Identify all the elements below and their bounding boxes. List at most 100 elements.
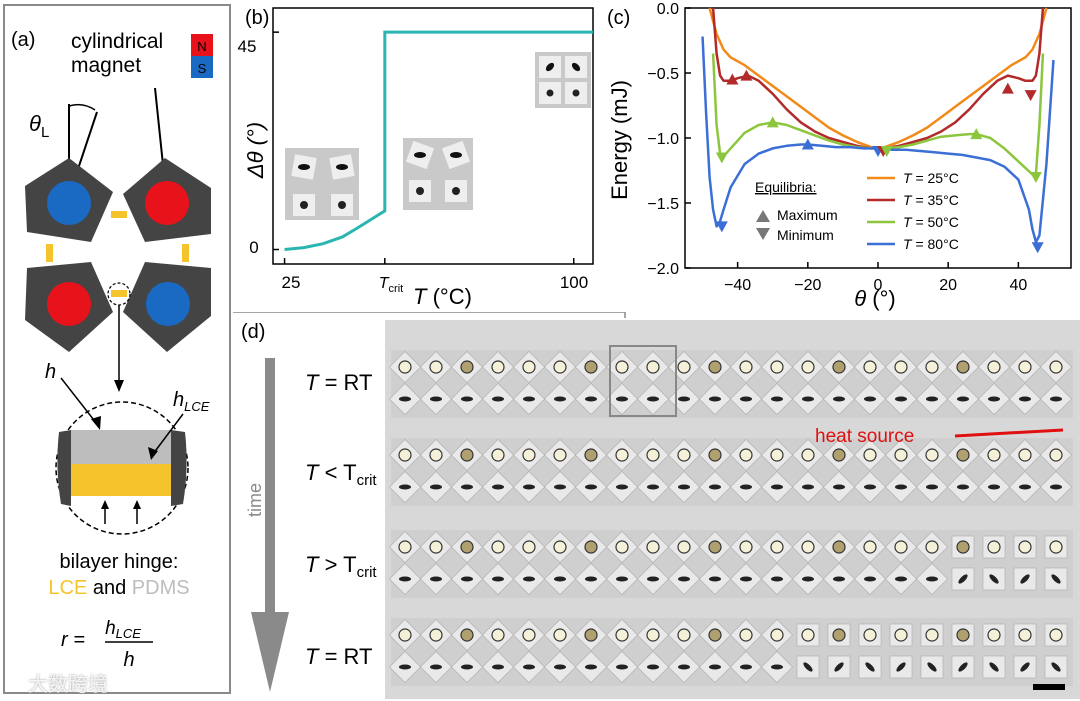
magnet-bottom — [647, 484, 659, 490]
ytick-0: 0 — [249, 238, 258, 257]
magnet-bottom — [740, 664, 752, 670]
ratio-lhs: r = — [61, 629, 85, 651]
magnet-top — [832, 360, 846, 374]
magnet-bottom — [864, 576, 876, 582]
magnet-top — [863, 628, 877, 642]
scale-bar — [1033, 684, 1065, 690]
photo-strips — [389, 350, 1073, 686]
magnet-bottom — [833, 576, 845, 582]
magnet-top — [832, 540, 846, 554]
magnet-top — [987, 628, 1001, 642]
south-pole-swatch — [191, 56, 213, 78]
hinge-bottom — [111, 290, 127, 297]
magnet-top — [429, 628, 443, 642]
magnet-top — [584, 540, 598, 554]
magnet-top — [894, 540, 908, 554]
panel-b-xlabel: T (°C) — [413, 284, 472, 309]
magnet-south-top-left — [47, 181, 91, 225]
magnet-bottom — [523, 484, 535, 490]
magnet-top — [553, 360, 567, 374]
maximum-marker-0 — [726, 73, 739, 85]
legend-max-text: Maximum — [777, 207, 838, 223]
minimum-marker-4 — [1031, 242, 1044, 254]
minimum-marker-3 — [715, 221, 728, 233]
magnet-top — [491, 360, 505, 374]
panel-c-ticks: −40 −20 0 20 40 0.0 −0.5 −1.0 −1.5 −2.0 — [647, 1, 1027, 294]
magnet-bottom — [1020, 662, 1030, 672]
magnet-bottom — [802, 576, 814, 582]
magnet-bottom — [1019, 484, 1031, 490]
magnet-top — [987, 448, 1001, 462]
magnet-top — [925, 448, 939, 462]
panel-b-ylabel: Δθ (°) — [243, 122, 268, 179]
ratio-numerator: hLCE — [105, 618, 141, 641]
panel-b-label: (b) — [245, 7, 269, 29]
hinge-right — [182, 244, 189, 262]
energy-curve-0 — [708, 7, 1048, 150]
legend-entry-0: T = 25°C — [903, 170, 959, 186]
magnet-bottom — [740, 484, 752, 490]
magnet-bottom — [802, 396, 814, 402]
magnet-bottom — [647, 396, 659, 402]
row-labels: T = RT T < Tcrit T > Tcrit T = RT — [305, 370, 377, 669]
c-ytick-label-1: −0.5 — [647, 66, 679, 83]
magnet-top — [1018, 628, 1032, 642]
magnet-bottom — [554, 576, 566, 582]
magnet-top — [677, 628, 691, 642]
magnet-bottom — [1050, 396, 1062, 402]
magnet-top — [739, 448, 753, 462]
force-arrow-right-head — [133, 500, 141, 509]
magnet-top — [708, 448, 722, 462]
panel-b: (b) 0 45 25 Tcrit 100 T (°C) Δθ (°) — [238, 7, 594, 309]
magnet-bottom — [957, 484, 969, 490]
minimum-marker-2 — [1029, 172, 1042, 183]
south-pole-label: S — [198, 61, 207, 76]
magnet-top — [770, 540, 784, 554]
panel-b-ticks — [273, 31, 575, 264]
magnet-bottom — [864, 484, 876, 490]
magnet-top — [1018, 360, 1032, 374]
magnet-top — [522, 628, 536, 642]
magnet-bottom — [492, 664, 504, 670]
magnet-top — [491, 448, 505, 462]
row-label-2: T > Tcrit — [305, 552, 377, 581]
magnet-top — [925, 540, 939, 554]
magnet-top — [770, 360, 784, 374]
maximum-marker-3 — [766, 116, 779, 128]
magnet-top — [584, 360, 598, 374]
magnet-top — [956, 540, 970, 554]
magnet-south-bottom-right — [146, 282, 190, 326]
north-pole-label: N — [197, 39, 206, 54]
panel-a: (a) cylindrical magnet N S θL — [3, 4, 231, 694]
magnet-top — [832, 448, 846, 462]
magnet-bottom — [1050, 484, 1062, 490]
magnet-bottom — [740, 396, 752, 402]
magnet-bottom — [523, 396, 535, 402]
h-label: h — [45, 361, 56, 383]
magnet-bottom — [554, 664, 566, 670]
magnet-top — [894, 628, 908, 642]
magnet-top — [770, 448, 784, 462]
magnet-bottom — [927, 662, 937, 672]
magnet-bottom — [585, 576, 597, 582]
hlce-pointer-head — [148, 447, 158, 460]
magnet-bottom — [492, 484, 504, 490]
magnet-bottom — [430, 484, 442, 490]
legend-max-marker — [756, 210, 770, 222]
magnet-bottom — [523, 576, 535, 582]
row-label-0: T = RT — [305, 370, 372, 395]
magnet-bottom — [895, 576, 907, 582]
magnet-top — [615, 540, 629, 554]
magnet-top — [1049, 540, 1063, 554]
legend-entry-2: T = 50°C — [903, 214, 959, 230]
magnet-bottom — [616, 396, 628, 402]
magnet-top — [987, 360, 1001, 374]
magnet-bottom — [647, 664, 659, 670]
panel-c-xlabel: θ (°) — [854, 286, 896, 311]
highlight-box — [609, 345, 677, 417]
hinge-title: bilayer hinge: — [60, 551, 179, 573]
magnet-top — [863, 448, 877, 462]
magnet-bottom — [430, 576, 442, 582]
minimum-marker-7 — [880, 146, 893, 157]
